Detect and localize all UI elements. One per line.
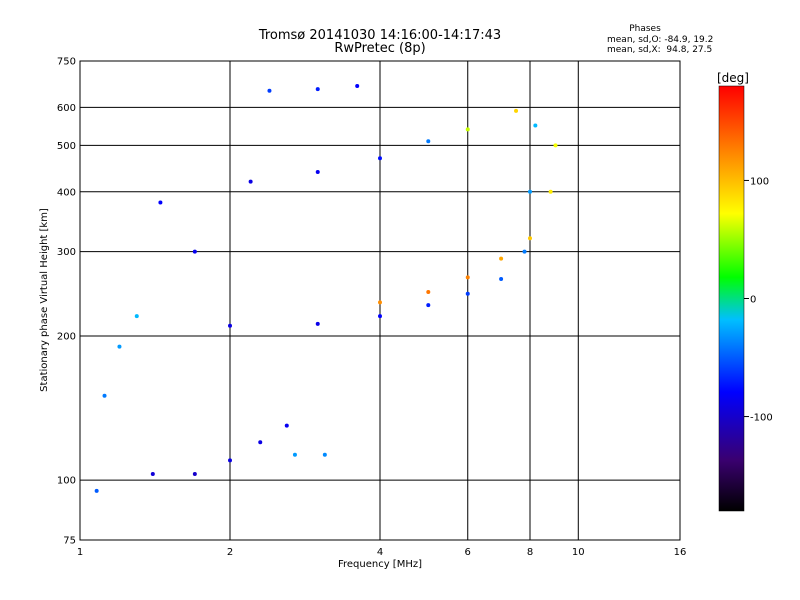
data-point bbox=[426, 303, 431, 308]
y-tick-label: 100 bbox=[57, 476, 76, 487]
x-tick-label: 2 bbox=[227, 547, 233, 558]
grid-lines bbox=[80, 61, 680, 540]
x-axis-label: Frequency [MHz] bbox=[338, 559, 422, 570]
y-tick-label: 75 bbox=[63, 536, 76, 547]
data-point bbox=[267, 88, 272, 93]
y-tick-label: 500 bbox=[57, 141, 76, 152]
y-tick-label: 400 bbox=[57, 187, 76, 198]
chart-title: Tromsø 20141030 14:16:00-14:17:43 bbox=[258, 28, 501, 43]
y-tick-label: 600 bbox=[57, 103, 76, 114]
data-point bbox=[117, 344, 122, 349]
data-point bbox=[548, 189, 553, 194]
colorbar-tick-label: 100 bbox=[750, 176, 769, 187]
data-point bbox=[94, 488, 99, 493]
data-point bbox=[465, 127, 470, 132]
y-tick-label: 750 bbox=[57, 57, 76, 68]
stats-o-line: mean, sd,O: -84.9, 19.2 bbox=[607, 35, 713, 45]
stats-title: Phases bbox=[629, 24, 661, 34]
data-point bbox=[258, 440, 263, 445]
x-tick-label: 6 bbox=[465, 547, 471, 558]
colorbar-tick-label: -100 bbox=[750, 413, 773, 424]
x-tick-label: 1 bbox=[77, 547, 83, 558]
data-point bbox=[228, 323, 232, 328]
x-tick-label: 8 bbox=[527, 547, 533, 558]
data-point bbox=[528, 236, 532, 241]
colorbar bbox=[718, 85, 745, 512]
data-point bbox=[553, 143, 558, 148]
data-point bbox=[228, 458, 232, 463]
data-point bbox=[355, 84, 360, 89]
x-tick-label: 16 bbox=[674, 547, 687, 558]
data-point bbox=[284, 423, 289, 428]
data-point bbox=[499, 256, 504, 261]
y-tick-label: 200 bbox=[57, 331, 76, 342]
data-point bbox=[465, 275, 470, 280]
data-point bbox=[292, 452, 297, 457]
data-point bbox=[192, 249, 197, 254]
x-tick-labels: 1 2 4 6 8 10 16 bbox=[77, 547, 687, 558]
data-point bbox=[378, 314, 382, 319]
data-points bbox=[94, 84, 558, 493]
x-tick-label: 10 bbox=[572, 547, 585, 558]
data-point bbox=[522, 249, 527, 254]
data-point bbox=[426, 290, 431, 295]
data-point bbox=[192, 472, 197, 477]
chart-subtitle: RwPretec (8p) bbox=[334, 41, 425, 56]
y-axis-label: Stationary phase Virtual Height [km] bbox=[39, 208, 50, 392]
colorbar-ticks: 100 0 -100 bbox=[744, 176, 773, 424]
data-point bbox=[465, 291, 470, 296]
plot-frame bbox=[79, 60, 681, 541]
data-point bbox=[322, 452, 327, 457]
colorbar-label: [deg] bbox=[717, 71, 749, 85]
y-tick-label: 300 bbox=[57, 247, 76, 258]
x-tick-label: 4 bbox=[377, 547, 383, 558]
data-point bbox=[514, 108, 519, 113]
data-point bbox=[102, 393, 107, 398]
data-point bbox=[378, 156, 382, 161]
data-point bbox=[315, 87, 320, 92]
data-point bbox=[533, 123, 538, 128]
data-point bbox=[426, 139, 431, 144]
data-point bbox=[158, 200, 163, 205]
data-point bbox=[315, 169, 320, 174]
data-point bbox=[150, 472, 155, 477]
y-tick-labels: 75 100 200 300 400 500 600 750 bbox=[57, 57, 76, 547]
data-point bbox=[528, 189, 532, 194]
data-point bbox=[378, 300, 382, 305]
data-point bbox=[315, 321, 320, 326]
colorbar-tick-label: 0 bbox=[750, 295, 756, 306]
data-point bbox=[134, 314, 139, 319]
data-point bbox=[248, 179, 253, 184]
stats-x-line: mean, sd,X: 94.8, 27.5 bbox=[607, 45, 712, 55]
data-point bbox=[499, 276, 504, 281]
